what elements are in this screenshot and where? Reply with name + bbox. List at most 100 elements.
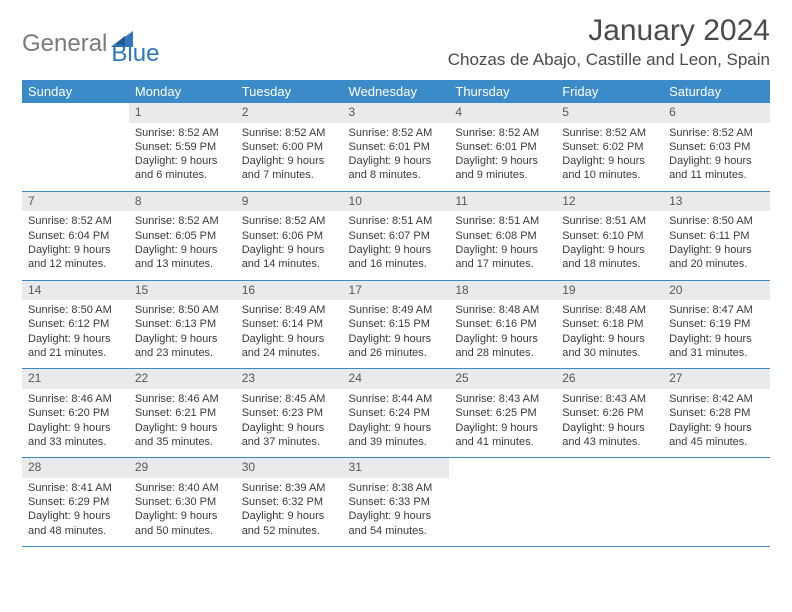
day-content [556,478,663,538]
sunrise-text: Sunrise: 8:46 AM [135,392,230,406]
daylight-text: Daylight: 9 hours and 28 minutes. [455,332,550,361]
sunrise-text: Sunrise: 8:48 AM [562,303,657,317]
sunrise-text: Sunrise: 8:47 AM [669,303,764,317]
sunrise-text: Sunrise: 8:44 AM [349,392,444,406]
day-number: 13 [663,192,770,212]
calendar-day: 29Sunrise: 8:40 AMSunset: 6:30 PMDayligh… [129,458,236,547]
calendar-week: 28Sunrise: 8:41 AMSunset: 6:29 PMDayligh… [22,458,770,547]
sunrise-text: Sunrise: 8:40 AM [135,481,230,495]
sunset-text: Sunset: 6:05 PM [135,229,230,243]
header: General Blue January 2024 Chozas de Abaj… [22,14,770,70]
daylight-text: Daylight: 9 hours and 8 minutes. [349,154,444,183]
day-content: Sunrise: 8:52 AMSunset: 6:02 PMDaylight:… [556,123,663,191]
day-content: Sunrise: 8:44 AMSunset: 6:24 PMDaylight:… [343,389,450,457]
day-number: 17 [343,281,450,301]
day-content: Sunrise: 8:52 AMSunset: 6:04 PMDaylight:… [22,211,129,279]
day-content: Sunrise: 8:40 AMSunset: 6:30 PMDaylight:… [129,478,236,546]
day-number: 25 [449,369,556,389]
day-number: 27 [663,369,770,389]
day-number: 4 [449,103,556,123]
day-content [449,478,556,538]
day-content: Sunrise: 8:43 AMSunset: 6:25 PMDaylight:… [449,389,556,457]
day-content: Sunrise: 8:51 AMSunset: 6:08 PMDaylight:… [449,211,556,279]
daylight-text: Daylight: 9 hours and 35 minutes. [135,421,230,450]
day-number: 10 [343,192,450,212]
daylight-text: Daylight: 9 hours and 18 minutes. [562,243,657,272]
sunset-text: Sunset: 6:14 PM [242,317,337,331]
sunset-text: Sunset: 6:18 PM [562,317,657,331]
calendar-day: 14Sunrise: 8:50 AMSunset: 6:12 PMDayligh… [22,280,129,369]
sunset-text: Sunset: 6:30 PM [135,495,230,509]
sunset-text: Sunset: 6:19 PM [669,317,764,331]
calendar-day: 18Sunrise: 8:48 AMSunset: 6:16 PMDayligh… [449,280,556,369]
daylight-text: Daylight: 9 hours and 23 minutes. [135,332,230,361]
sunrise-text: Sunrise: 8:52 AM [349,126,444,140]
day-content: Sunrise: 8:48 AMSunset: 6:16 PMDaylight:… [449,300,556,368]
day-content: Sunrise: 8:50 AMSunset: 6:13 PMDaylight:… [129,300,236,368]
daylight-text: Daylight: 9 hours and 43 minutes. [562,421,657,450]
calendar-day: 1Sunrise: 8:52 AMSunset: 5:59 PMDaylight… [129,103,236,191]
day-content: Sunrise: 8:52 AMSunset: 6:01 PMDaylight:… [343,123,450,191]
sunrise-text: Sunrise: 8:52 AM [455,126,550,140]
day-content: Sunrise: 8:46 AMSunset: 6:21 PMDaylight:… [129,389,236,457]
day-content: Sunrise: 8:48 AMSunset: 6:18 PMDaylight:… [556,300,663,368]
calendar-day: 22Sunrise: 8:46 AMSunset: 6:21 PMDayligh… [129,369,236,458]
sunset-text: Sunset: 6:23 PM [242,406,337,420]
day-number: 26 [556,369,663,389]
sunrise-text: Sunrise: 8:52 AM [669,126,764,140]
calendar-header-row: SundayMondayTuesdayWednesdayThursdayFrid… [22,80,770,103]
day-content: Sunrise: 8:47 AMSunset: 6:19 PMDaylight:… [663,300,770,368]
sunrise-text: Sunrise: 8:38 AM [349,481,444,495]
daylight-text: Daylight: 9 hours and 41 minutes. [455,421,550,450]
calendar-day: 21Sunrise: 8:46 AMSunset: 6:20 PMDayligh… [22,369,129,458]
calendar-week: 1Sunrise: 8:52 AMSunset: 5:59 PMDaylight… [22,103,770,191]
day-header: Thursday [449,80,556,103]
calendar-day: 17Sunrise: 8:49 AMSunset: 6:15 PMDayligh… [343,280,450,369]
sunset-text: Sunset: 6:15 PM [349,317,444,331]
day-content: Sunrise: 8:52 AMSunset: 6:06 PMDaylight:… [236,211,343,279]
calendar-day: 13Sunrise: 8:50 AMSunset: 6:11 PMDayligh… [663,191,770,280]
day-number: 18 [449,281,556,301]
sunset-text: Sunset: 6:01 PM [455,140,550,154]
calendar-day: 24Sunrise: 8:44 AMSunset: 6:24 PMDayligh… [343,369,450,458]
sunrise-text: Sunrise: 8:52 AM [562,126,657,140]
location-subtitle: Chozas de Abajo, Castille and Leon, Spai… [448,50,770,70]
sunrise-text: Sunrise: 8:50 AM [669,214,764,228]
calendar-day: 9Sunrise: 8:52 AMSunset: 6:06 PMDaylight… [236,191,343,280]
sunset-text: Sunset: 6:02 PM [562,140,657,154]
sunset-text: Sunset: 6:13 PM [135,317,230,331]
sunrise-text: Sunrise: 8:52 AM [135,126,230,140]
day-header: Wednesday [343,80,450,103]
sunrise-text: Sunrise: 8:50 AM [135,303,230,317]
day-number: 7 [22,192,129,212]
daylight-text: Daylight: 9 hours and 13 minutes. [135,243,230,272]
page-title: January 2024 [448,14,770,48]
day-number [663,458,770,478]
day-content: Sunrise: 8:50 AMSunset: 6:11 PMDaylight:… [663,211,770,279]
sunrise-text: Sunrise: 8:46 AM [28,392,123,406]
daylight-text: Daylight: 9 hours and 11 minutes. [669,154,764,183]
calendar-day: 25Sunrise: 8:43 AMSunset: 6:25 PMDayligh… [449,369,556,458]
day-number: 19 [556,281,663,301]
daylight-text: Daylight: 9 hours and 7 minutes. [242,154,337,183]
sunset-text: Sunset: 6:28 PM [669,406,764,420]
day-content: Sunrise: 8:41 AMSunset: 6:29 PMDaylight:… [22,478,129,546]
day-number: 21 [22,369,129,389]
day-content: Sunrise: 8:52 AMSunset: 6:03 PMDaylight:… [663,123,770,191]
calendar-day [449,458,556,547]
day-header: Saturday [663,80,770,103]
sunrise-text: Sunrise: 8:49 AM [242,303,337,317]
calendar-day: 3Sunrise: 8:52 AMSunset: 6:01 PMDaylight… [343,103,450,191]
daylight-text: Daylight: 9 hours and 24 minutes. [242,332,337,361]
day-header: Tuesday [236,80,343,103]
sunrise-text: Sunrise: 8:52 AM [242,126,337,140]
day-number: 15 [129,281,236,301]
daylight-text: Daylight: 9 hours and 52 minutes. [242,509,337,538]
sunrise-text: Sunrise: 8:39 AM [242,481,337,495]
day-content: Sunrise: 8:52 AMSunset: 6:00 PMDaylight:… [236,123,343,191]
sunset-text: Sunset: 6:12 PM [28,317,123,331]
calendar-day [22,103,129,191]
day-header: Monday [129,80,236,103]
calendar-week: 7Sunrise: 8:52 AMSunset: 6:04 PMDaylight… [22,191,770,280]
day-number: 1 [129,103,236,123]
